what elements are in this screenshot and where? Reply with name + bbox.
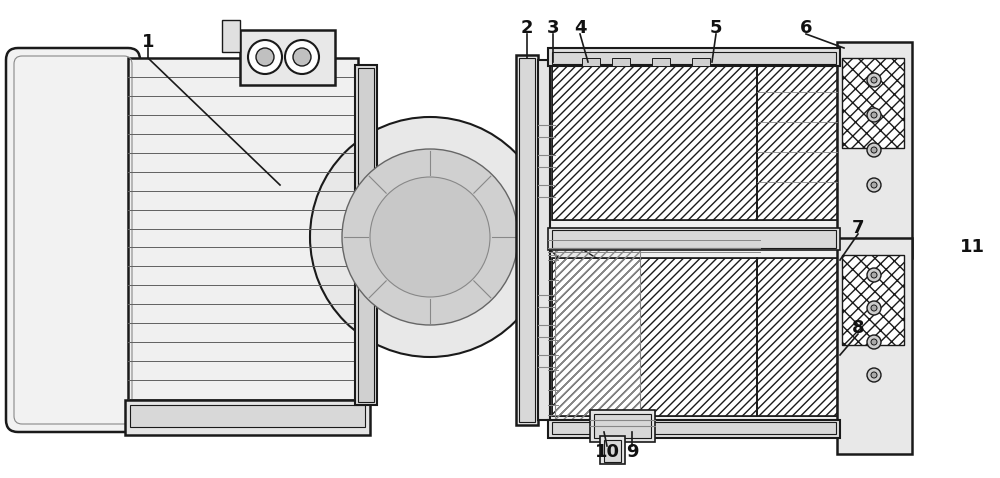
Bar bbox=[358, 68, 374, 402]
Bar bbox=[842, 58, 904, 148]
Text: 3: 3 bbox=[547, 19, 559, 37]
Circle shape bbox=[871, 112, 877, 118]
Text: 1: 1 bbox=[142, 33, 154, 51]
Bar bbox=[552, 422, 836, 434]
Bar bbox=[552, 230, 836, 248]
Bar bbox=[757, 258, 837, 416]
Circle shape bbox=[867, 268, 881, 282]
Circle shape bbox=[867, 301, 881, 315]
Circle shape bbox=[871, 182, 877, 188]
Text: 4: 4 bbox=[574, 19, 586, 37]
Bar bbox=[552, 62, 757, 220]
Bar bbox=[552, 258, 757, 416]
Bar bbox=[837, 238, 912, 454]
Bar bbox=[516, 55, 538, 425]
Circle shape bbox=[871, 339, 877, 345]
Polygon shape bbox=[548, 228, 680, 340]
Circle shape bbox=[867, 143, 881, 157]
Bar bbox=[240, 30, 335, 85]
Bar bbox=[590, 410, 655, 442]
Bar bbox=[548, 420, 840, 438]
Bar bbox=[548, 52, 840, 230]
Bar bbox=[582, 58, 600, 66]
Bar bbox=[125, 400, 370, 435]
Bar bbox=[128, 58, 358, 418]
Bar bbox=[604, 440, 621, 462]
Circle shape bbox=[256, 48, 274, 66]
Text: 5: 5 bbox=[710, 19, 722, 37]
Circle shape bbox=[285, 40, 319, 74]
Bar bbox=[548, 48, 840, 66]
Bar bbox=[757, 62, 837, 220]
Circle shape bbox=[867, 178, 881, 192]
Text: 11: 11 bbox=[960, 238, 984, 256]
Circle shape bbox=[871, 305, 877, 311]
Bar bbox=[612, 58, 630, 66]
Text: 10: 10 bbox=[594, 443, 620, 461]
Bar bbox=[548, 228, 840, 250]
Circle shape bbox=[867, 73, 881, 87]
Bar bbox=[552, 52, 836, 64]
Bar bbox=[519, 58, 535, 422]
Bar bbox=[355, 65, 377, 405]
Circle shape bbox=[370, 177, 490, 297]
Text: 2: 2 bbox=[521, 19, 533, 37]
Circle shape bbox=[871, 147, 877, 153]
Bar bbox=[552, 258, 757, 416]
Bar bbox=[842, 255, 904, 345]
Bar bbox=[842, 58, 904, 148]
Text: 8: 8 bbox=[852, 319, 864, 337]
Bar bbox=[837, 42, 912, 258]
Bar bbox=[842, 255, 904, 345]
Bar bbox=[757, 62, 837, 220]
Bar bbox=[130, 405, 365, 427]
Bar bbox=[548, 248, 840, 426]
Circle shape bbox=[867, 335, 881, 349]
FancyBboxPatch shape bbox=[6, 48, 140, 432]
Text: 7: 7 bbox=[852, 219, 864, 237]
Circle shape bbox=[867, 368, 881, 382]
Bar bbox=[552, 62, 757, 220]
Bar bbox=[222, 20, 240, 52]
Text: 6: 6 bbox=[800, 19, 812, 37]
Circle shape bbox=[342, 149, 518, 325]
Circle shape bbox=[871, 272, 877, 278]
Bar bbox=[538, 60, 550, 420]
Circle shape bbox=[248, 40, 282, 74]
Bar bbox=[692, 58, 710, 66]
Bar bbox=[652, 58, 670, 66]
Text: 9: 9 bbox=[626, 443, 638, 461]
Bar bbox=[594, 414, 651, 438]
Circle shape bbox=[310, 117, 550, 357]
Circle shape bbox=[867, 108, 881, 122]
Circle shape bbox=[871, 77, 877, 83]
Circle shape bbox=[871, 372, 877, 378]
Bar bbox=[600, 436, 625, 464]
Bar bbox=[757, 258, 837, 416]
Circle shape bbox=[293, 48, 311, 66]
